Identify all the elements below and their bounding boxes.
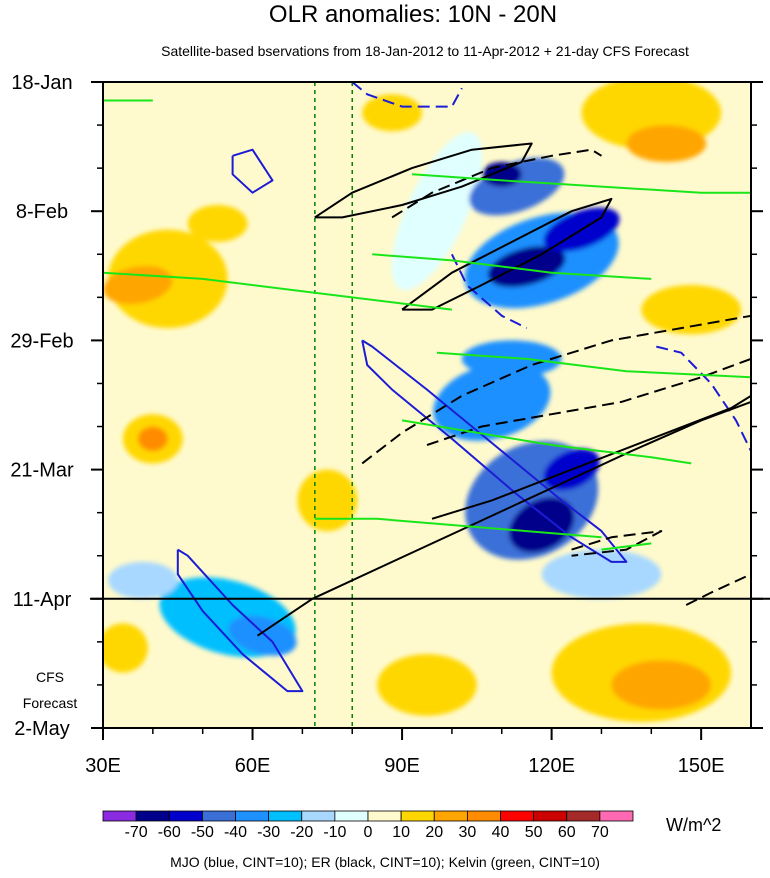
anomaly-patch-24 xyxy=(611,660,712,710)
colorbar-label-9: 20 xyxy=(425,824,443,841)
kelvin-contour-18 xyxy=(372,253,652,280)
x-tick-label-0: 30E xyxy=(85,755,121,777)
anomaly-patch-9 xyxy=(509,497,575,553)
colorbar-label-7: 0 xyxy=(364,824,373,841)
colorbar-box-11 xyxy=(466,810,501,822)
colorbar-box-2 xyxy=(168,810,203,822)
footer-legend: MJO (blue, CINT=10); ER (black, CINT=10)… xyxy=(170,854,600,870)
colorbar-label-8: 10 xyxy=(392,824,410,841)
colorbar-box-0 xyxy=(102,810,137,822)
mjo-contour-3 xyxy=(351,82,463,108)
chart-subtitle: Satellite-based bservations from 18-Jan-… xyxy=(161,43,689,59)
x-tick-label-2: 90E xyxy=(384,755,420,777)
x-tick-label-1: 60E xyxy=(235,755,271,777)
er-contour-14 xyxy=(685,573,751,606)
colorbar-label-1: -60 xyxy=(158,824,181,841)
colorbar-box-7 xyxy=(334,810,369,822)
y-tick-label-1: 8-Feb xyxy=(16,201,68,223)
x-tick-label-3: 120E xyxy=(528,755,575,777)
chart-title: OLR anomalies: 10N - 20N xyxy=(269,1,557,28)
anomaly-patch-28 xyxy=(103,623,148,673)
kelvin-contour-21 xyxy=(314,517,602,539)
colorbar-box-4 xyxy=(235,810,270,822)
er-contour-9 xyxy=(431,394,751,520)
x-tick-label-4: 150E xyxy=(678,755,725,777)
kelvin-contour-17 xyxy=(103,271,453,311)
er-contour-6 xyxy=(314,142,533,219)
colorbar-unit: W/m^2 xyxy=(666,815,721,835)
colorbar-label-4: -30 xyxy=(257,824,280,841)
mjo-contour-4 xyxy=(451,253,528,329)
mjo-contour-1 xyxy=(361,339,628,563)
anomaly-patch-6 xyxy=(433,363,551,441)
anomaly-patch-19 xyxy=(187,205,248,242)
anomaly-patch-18 xyxy=(137,426,168,452)
colorbar-label-0: -70 xyxy=(125,824,148,841)
colorbar-label-13: 60 xyxy=(558,824,576,841)
anomaly-patch-25 xyxy=(377,654,477,716)
kelvin-contour-22 xyxy=(601,542,652,551)
colorbar-box-5 xyxy=(268,810,303,822)
colorbar-label-10: 30 xyxy=(458,824,476,841)
anomaly-patch-12 xyxy=(228,615,297,656)
mjo-contour-2 xyxy=(176,548,304,693)
colorbar-box-9 xyxy=(400,810,435,822)
mjo-contour-0 xyxy=(231,148,274,194)
y-tick-label-4: 11-Apr xyxy=(13,589,72,611)
y-tick-label-2: 29-Feb xyxy=(10,330,73,352)
olr-anomaly-field xyxy=(103,82,742,722)
forecast-label-line-1: CFS xyxy=(36,669,64,685)
anomaly-patch-14 xyxy=(541,549,662,599)
er-contour-11 xyxy=(361,314,751,465)
kelvin-contour-19 xyxy=(436,351,751,379)
y-tick-label-0: 18-Jan xyxy=(11,72,72,94)
er-contour-7 xyxy=(401,197,613,311)
anomaly-patch-0 xyxy=(391,132,483,291)
axes: 18-Jan 8-Feb 29-Feb 21-Mar 11-Apr 2-May 30E 60E… xyxy=(10,72,763,777)
colorbar-box-10 xyxy=(433,810,468,822)
plot-frame xyxy=(102,81,752,729)
anomaly-patch-13 xyxy=(107,561,178,599)
colorbar-label-5: -20 xyxy=(290,824,313,841)
er-contour-10 xyxy=(391,148,603,219)
colorbar-label-2: -50 xyxy=(191,824,214,841)
colorbar-label-14: 70 xyxy=(591,824,609,841)
y-tick-label-5: 2-May xyxy=(14,718,70,740)
reference-lines xyxy=(314,82,353,728)
er-contour-8 xyxy=(256,400,751,637)
er-contour-13 xyxy=(571,530,663,557)
colorbar-label-3: -40 xyxy=(224,824,247,841)
colorbar-box-8 xyxy=(367,810,402,822)
colorbar-box-14 xyxy=(566,810,601,822)
y-tick-label-3: 21-Mar xyxy=(10,460,74,482)
colorbar-label-6: -10 xyxy=(323,824,346,841)
colorbar-label-11: 40 xyxy=(492,824,510,841)
anomaly-patch-26 xyxy=(297,469,358,532)
forecast-label-line-2: Forecast xyxy=(23,695,78,711)
colorbar: -70 -60 -50 -40 -30 -20 -10 0 10 20 30 40 50 60 70 xyxy=(102,810,634,841)
anomaly-patch-2 xyxy=(481,161,522,187)
kelvin-contour-16 xyxy=(411,173,751,194)
anomaly-patch-4 xyxy=(487,245,566,288)
kelvin-contour-20 xyxy=(401,419,692,465)
colorbar-box-1 xyxy=(135,810,170,822)
colorbar-box-6 xyxy=(301,810,336,822)
colorbar-label-12: 50 xyxy=(525,824,543,841)
er-contour-12 xyxy=(426,357,751,446)
colorbar-box-15 xyxy=(599,810,634,822)
anomaly-patch-27 xyxy=(362,94,423,132)
colorbar-box-13 xyxy=(533,810,568,822)
colorbar-box-3 xyxy=(201,810,236,822)
anomaly-patch-21 xyxy=(626,125,707,162)
colorbar-box-12 xyxy=(500,810,535,822)
wave-contours xyxy=(103,82,751,693)
plot-area xyxy=(103,82,751,728)
